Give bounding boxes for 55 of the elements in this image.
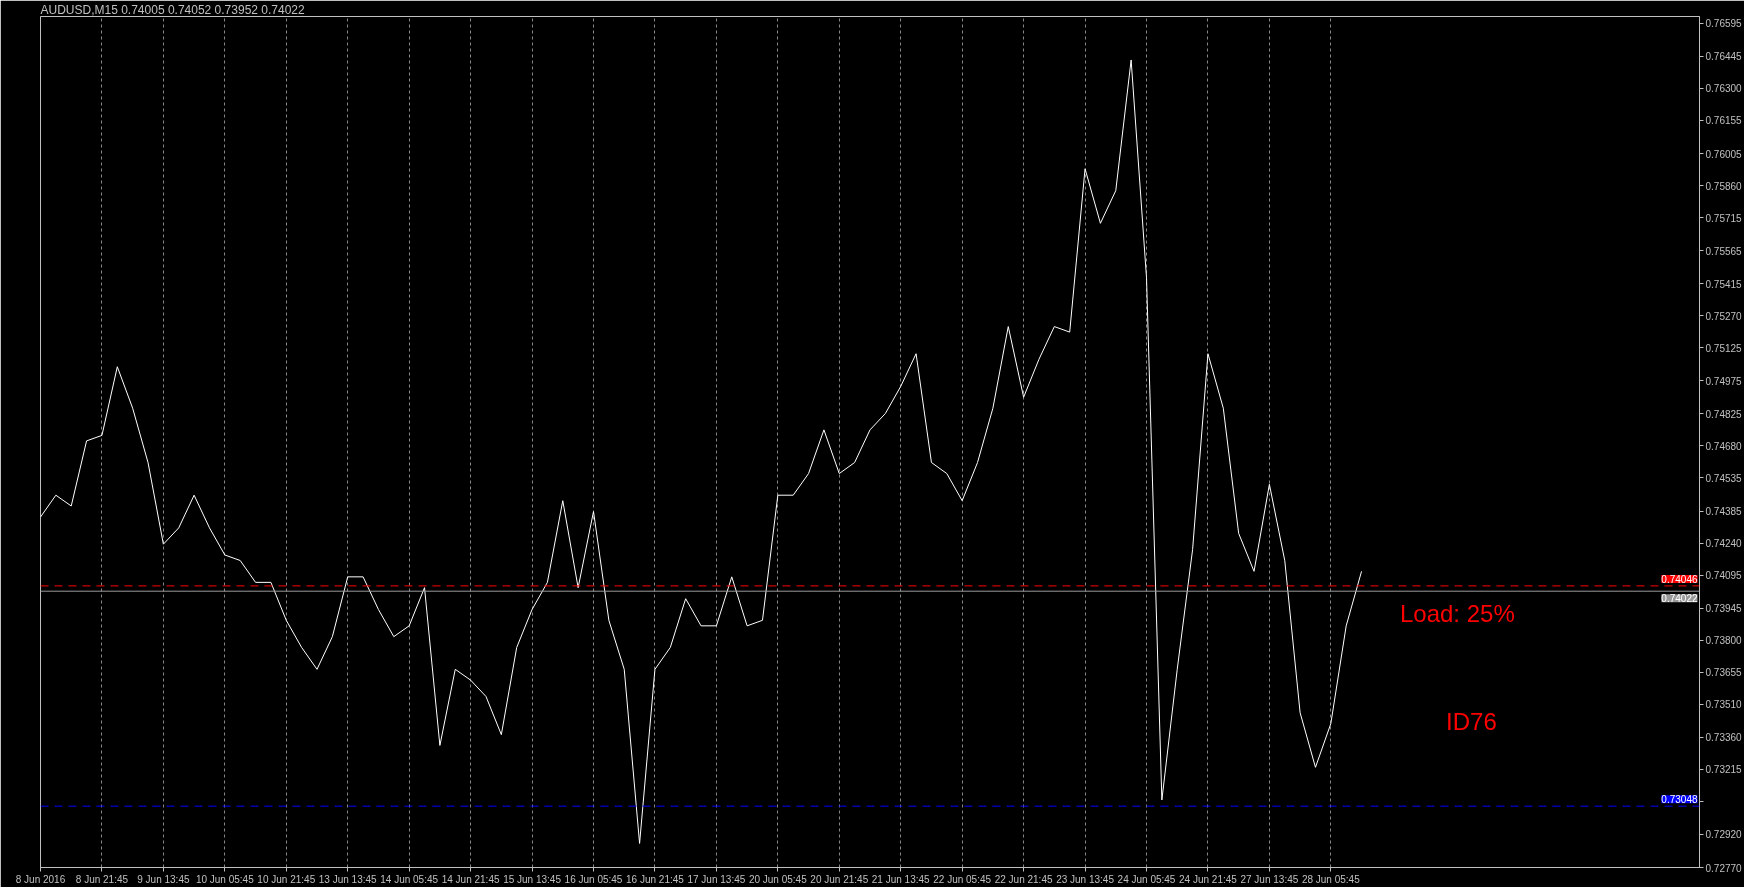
y-tick-label: 0.74825: [1705, 408, 1743, 420]
y-tick-label: 0.74095: [1705, 570, 1743, 582]
annotation: ID76: [1446, 708, 1497, 736]
x-tick-label: 8 Jun 21:45: [75, 873, 129, 885]
y-tick-label: 0.74385: [1705, 506, 1743, 518]
y-tick-label: 0.75270: [1705, 310, 1743, 322]
y-tick-label: 0.76445: [1705, 51, 1743, 63]
y-tick-label: 0.74535: [1705, 472, 1743, 484]
y-tick-label: 0.73510: [1705, 699, 1743, 711]
x-tick-label: 14 Jun 05:45: [380, 873, 439, 885]
y-tick-label: 0.73800: [1705, 635, 1743, 647]
y-tick-label: 0.73360: [1705, 732, 1743, 744]
y-tick-label: 0.73655: [1705, 667, 1743, 679]
y-tick-label: 0.74975: [1705, 375, 1743, 387]
annotation: Load: 25%: [1399, 600, 1515, 628]
x-tick-label: 16 Jun 05:45: [564, 873, 623, 885]
ref-line-label: 0.73048: [1661, 794, 1698, 806]
x-tick-label: 23 Jun 13:45: [1056, 873, 1115, 885]
x-tick-label: 21 Jun 13:45: [871, 873, 931, 885]
y-tick-label: 0.75125: [1705, 342, 1743, 354]
y-tick-label: 0.75565: [1705, 245, 1743, 257]
x-tick-label: 20 Jun 21:45: [810, 873, 869, 885]
x-tick-label: 10 Jun 21:45: [257, 873, 316, 885]
x-tick-label: 14 Jun 21:45: [441, 873, 500, 885]
x-tick-label: 22 Jun 05:45: [933, 873, 992, 885]
y-tick-label: 0.72920: [1705, 829, 1743, 841]
y-tick-label: 0.76005: [1705, 148, 1743, 160]
chart-title: AUDUSD,M15 0.74005 0.74052 0.73952 0.74022: [40, 2, 306, 17]
x-tick-label: 15 Jun 13:45: [503, 873, 562, 885]
x-tick-label: 28 Jun 05:45: [1301, 873, 1361, 885]
x-tick-label: 8 Jun 2016: [15, 873, 66, 885]
y-tick-label: 0.73215: [1705, 764, 1743, 776]
x-tick-label: 24 Jun 21:45: [1179, 873, 1238, 885]
x-tick-label: 20 Jun 05:45: [748, 873, 808, 885]
x-tick-label: 24 Jun 05:45: [1117, 873, 1176, 885]
x-tick-label: 13 Jun 13:45: [318, 873, 378, 885]
y-tick-label: 0.74680: [1705, 440, 1743, 452]
y-tick-label: 0.73945: [1705, 603, 1743, 615]
ref-line-label: 0.74022: [1661, 593, 1698, 605]
x-tick-label: 27 Jun 13:45: [1240, 873, 1299, 885]
y-tick-label: 0.76155: [1705, 115, 1743, 127]
x-tick-label: 22 Jun 21:45: [994, 873, 1053, 885]
y-tick-label: 0.74240: [1705, 538, 1743, 550]
x-tick-label: 17 Jun 13:45: [687, 873, 746, 885]
x-tick-label: 9 Jun 13:45: [137, 873, 190, 885]
ref-line-label: 0.74046: [1661, 573, 1698, 585]
x-tick-label: 16 Jun 21:45: [626, 873, 685, 885]
y-tick-label: 0.75860: [1705, 180, 1743, 192]
y-tick-label: 0.72770: [1705, 862, 1743, 874]
x-tick-label: 10 Jun 05:45: [195, 873, 255, 885]
y-tick-label: 0.76595: [1705, 18, 1743, 30]
y-tick-label: 0.75715: [1705, 212, 1743, 224]
y-tick-label: 0.75415: [1705, 278, 1743, 290]
y-tick-label: 0.76300: [1705, 83, 1743, 95]
line-series: [40, 59, 1363, 844]
